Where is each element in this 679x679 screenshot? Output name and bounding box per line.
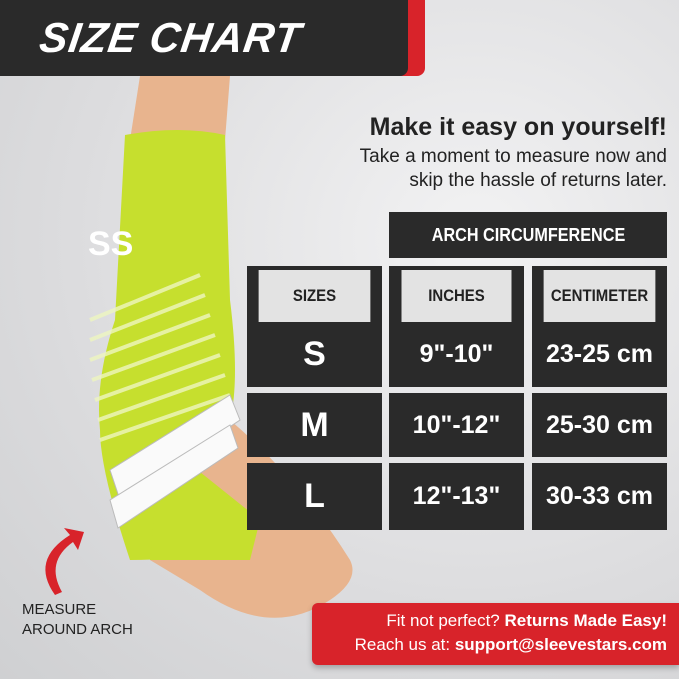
- reach-us-label: Reach us at:: [354, 635, 455, 654]
- title-banner: SIZE CHART: [0, 0, 425, 76]
- size-m: M: [247, 393, 382, 457]
- subtitle-line-2: skip the hassle of returns later.: [409, 170, 667, 191]
- cm-m: 25-30 cm: [532, 393, 667, 457]
- size-l: L: [247, 463, 382, 530]
- cm-s: 23-25 cm: [545, 340, 654, 368]
- callout-line-1: MEASURE: [22, 601, 97, 618]
- returns-made-easy: Returns Made Easy!: [504, 611, 668, 630]
- returns-banner: Fit not perfect? Returns Made Easy! Reac…: [312, 603, 679, 665]
- column-header-centimeter: CENTIMETER: [543, 270, 656, 322]
- column-header-inches: INCHES: [401, 270, 512, 322]
- cm-l: 30-33 cm: [532, 463, 667, 530]
- curved-arrow-icon: [45, 528, 84, 595]
- headline: Make it easy on yourself!: [369, 113, 667, 141]
- column-header-sizes: SIZES: [258, 270, 371, 322]
- page-title: SIZE CHART: [36, 14, 305, 61]
- size-s: S: [303, 335, 326, 373]
- inches-l: 12"-13": [389, 463, 524, 530]
- subtitle-line-1: Take a moment to measure now and: [359, 146, 667, 167]
- returns-question: Fit not perfect?: [386, 611, 505, 630]
- callout-line-2: AROUND ARCH: [22, 621, 133, 638]
- inches-s: 9"-10": [419, 340, 494, 368]
- brand-logo: SS: [88, 225, 133, 263]
- support-email[interactable]: support@sleevestars.com: [454, 635, 667, 654]
- inches-m: 10"-12": [389, 393, 524, 457]
- measure-callout: MEASURE AROUND ARCH: [22, 600, 133, 640]
- group-header: ARCH CIRCUMFERENCE: [389, 212, 667, 258]
